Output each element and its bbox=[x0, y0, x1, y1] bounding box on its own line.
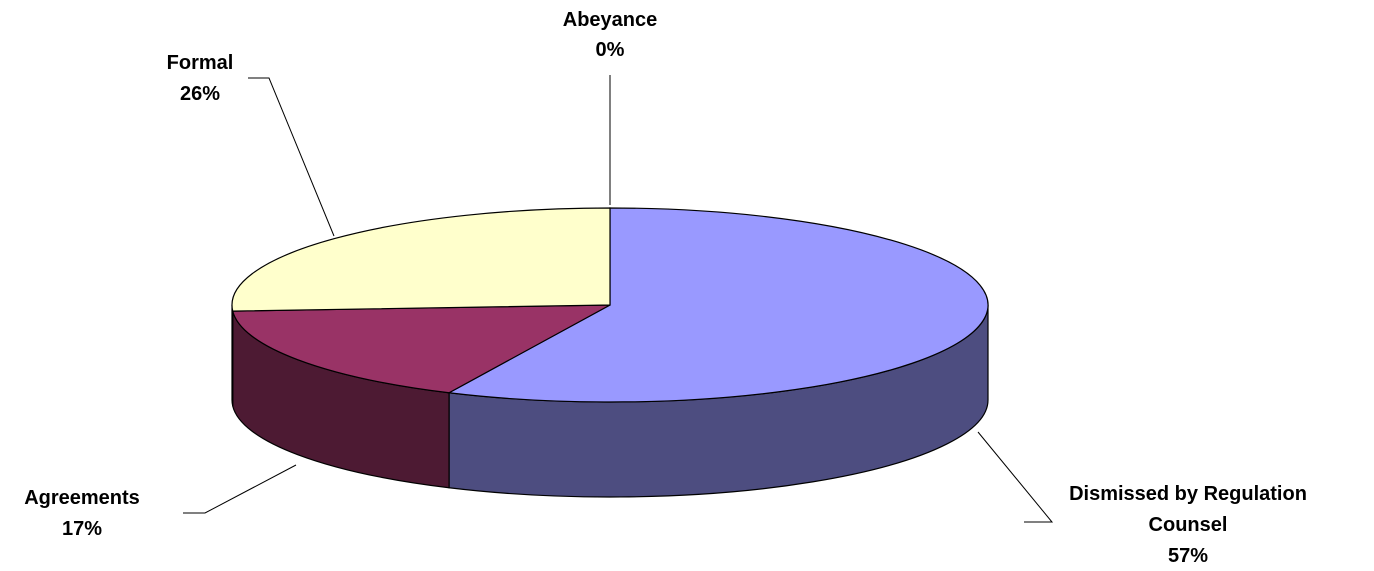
leader-lines bbox=[183, 75, 1054, 523]
slice-top-1 bbox=[231, 304, 611, 394]
leader-line-0 bbox=[977, 431, 1054, 523]
slice-label-3: Abeyance 0% bbox=[563, 9, 658, 61]
slice-percent-0: 57% bbox=[1168, 545, 1208, 567]
slice-top-0 bbox=[447, 207, 989, 403]
slice-label-0: Dismissed by Regulation Counsel 57% bbox=[1069, 483, 1307, 567]
slice-name-3-0: Abeyance bbox=[563, 9, 658, 31]
slice-percent-2: 26% bbox=[180, 83, 220, 105]
slice-name-0-0: Dismissed by Regulation bbox=[1069, 483, 1307, 505]
slice-name-0-1: Counsel bbox=[1149, 514, 1228, 536]
slice-label-2: Formal 26% bbox=[167, 52, 234, 105]
leader-line-2 bbox=[248, 77, 335, 237]
slice-name-1-0: Agreements bbox=[24, 487, 140, 509]
leader-line-1 bbox=[183, 464, 297, 514]
slice-labels: Dismissed by Regulation Counsel 57% Agreeme… bbox=[24, 9, 1307, 567]
slice-top-2 bbox=[231, 207, 611, 312]
pie-tops bbox=[231, 207, 989, 403]
slice-label-1: Agreements 17% bbox=[24, 487, 140, 540]
slice-percent-1: 17% bbox=[62, 518, 102, 540]
slice-percent-3: 0% bbox=[596, 39, 625, 61]
slice-name-2-0: Formal bbox=[167, 52, 234, 74]
slice-side-2 bbox=[231, 304, 234, 407]
